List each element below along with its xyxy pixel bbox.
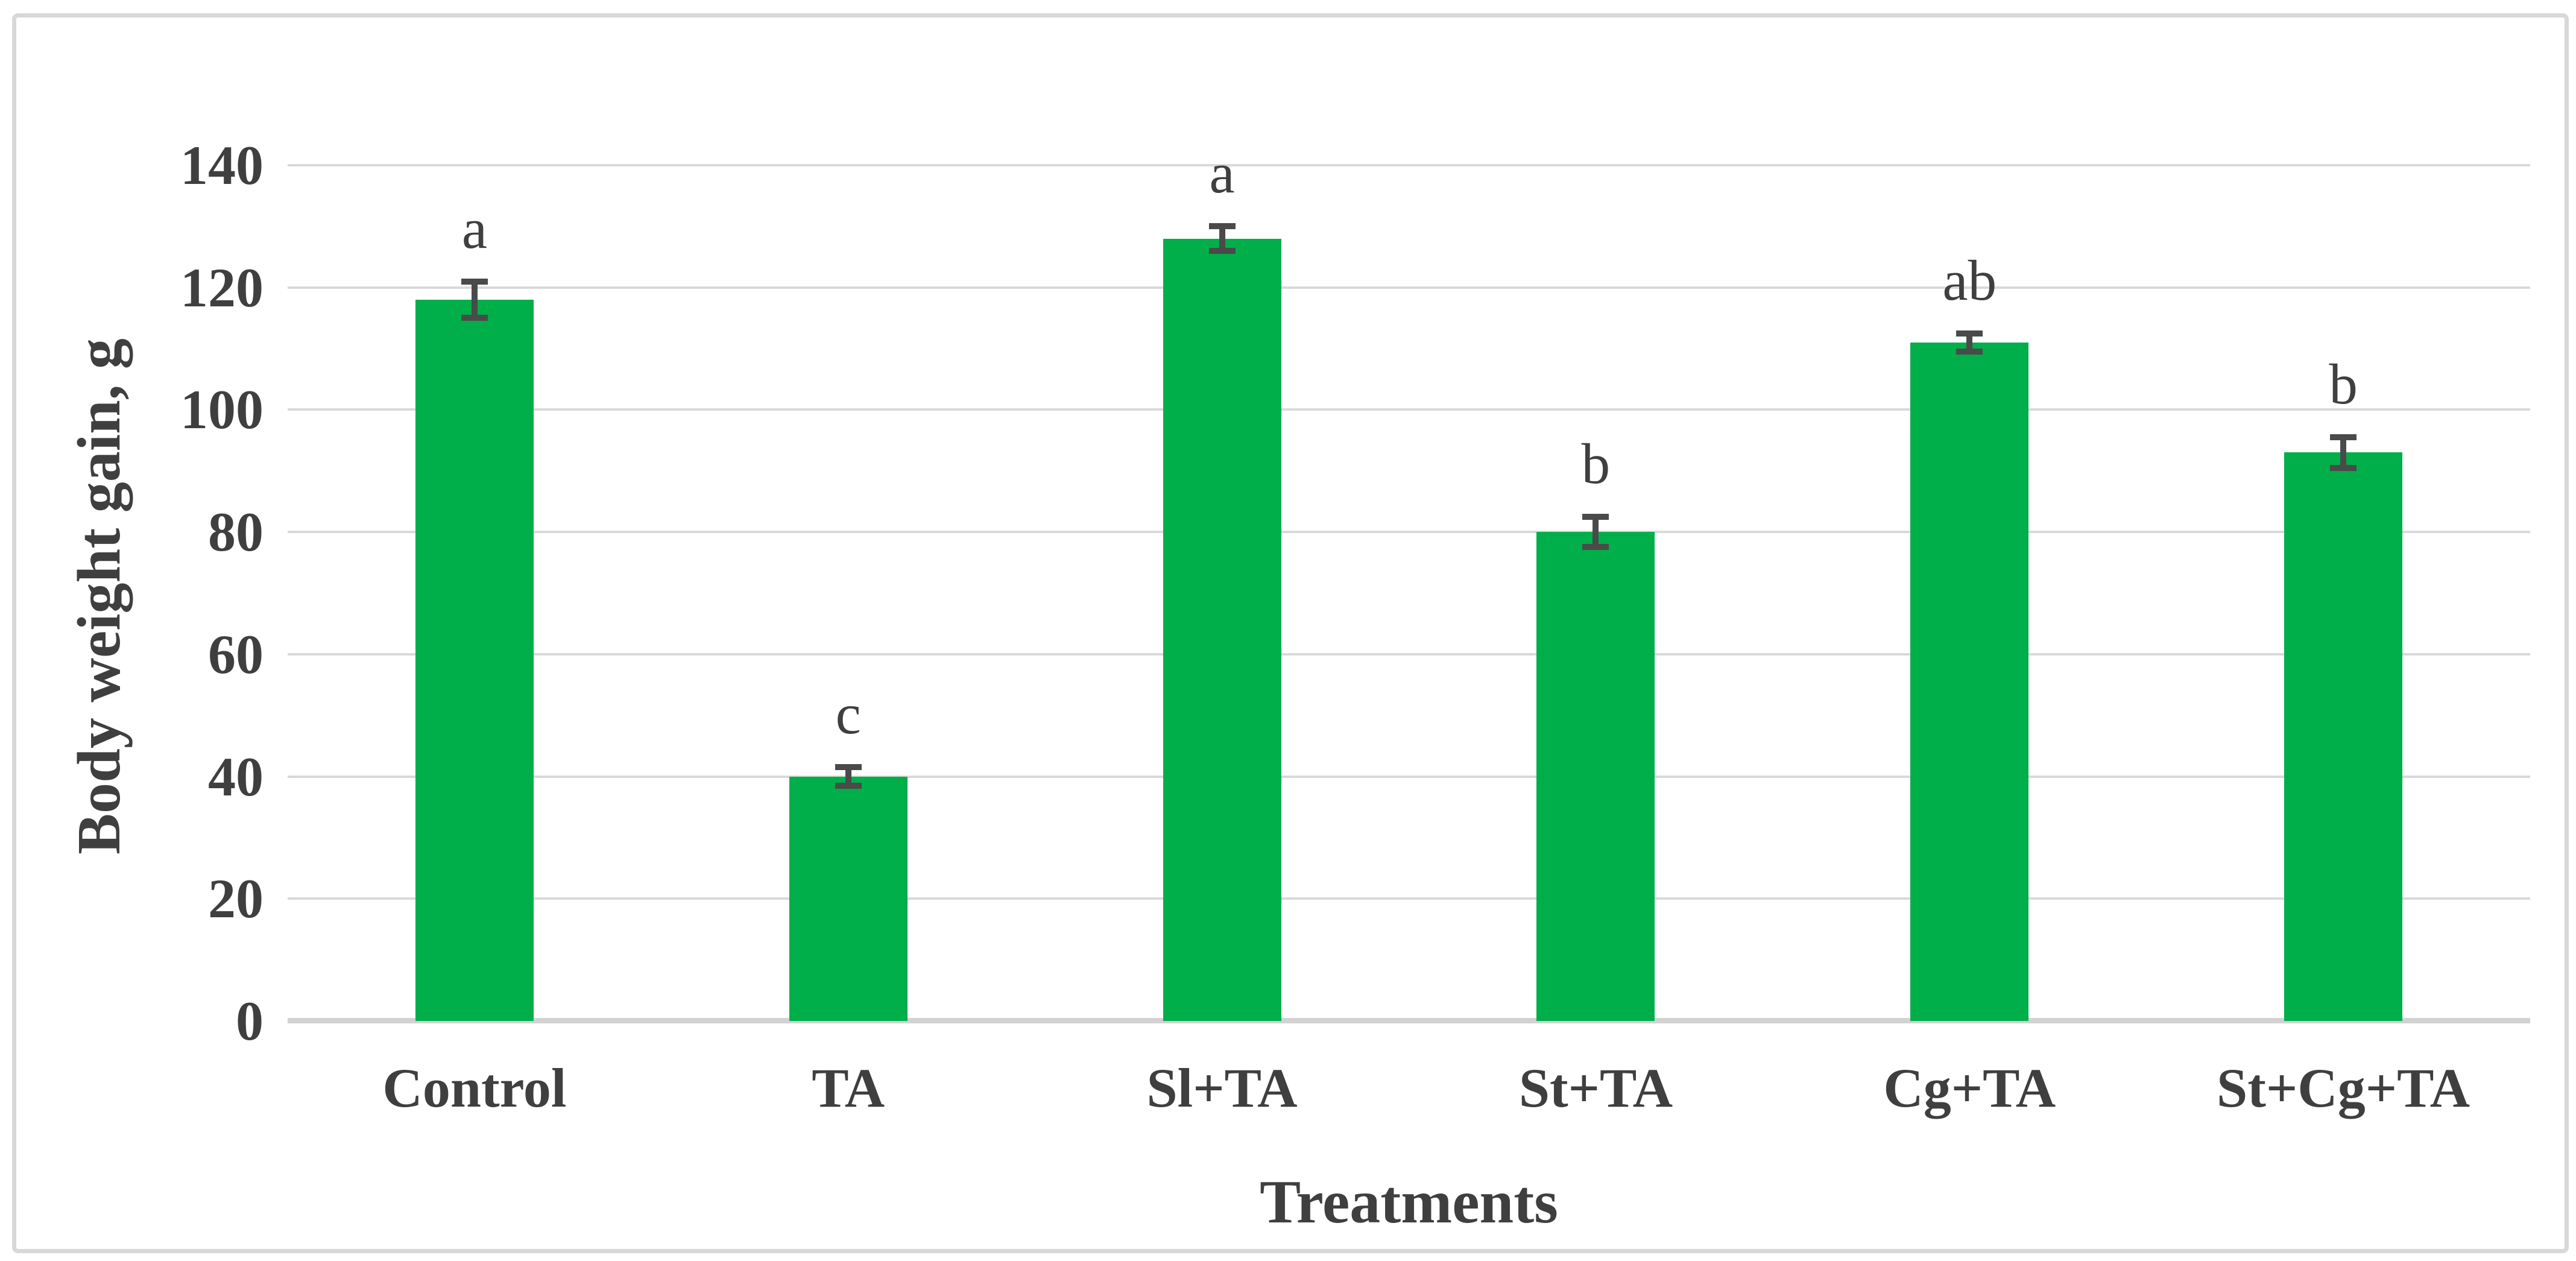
x-tick-label-st-ta: St+TA: [1518, 1057, 1673, 1119]
y-tick-label-120: 120: [180, 256, 264, 318]
bar-st-cg-ta: [2284, 452, 2403, 1021]
y-tick-label-60: 60: [208, 623, 264, 685]
significance-letter-st-cg-ta: b: [2329, 352, 2358, 417]
gridline-140: [288, 164, 2530, 166]
gridline-120: [288, 286, 2530, 289]
error-bar-cap-bottom: [1956, 349, 1983, 355]
gridline-80: [288, 531, 2530, 534]
y-tick-label-100: 100: [180, 379, 264, 441]
x-tick-label-control: Control: [382, 1057, 567, 1119]
gridline-40: [288, 775, 2530, 778]
gridline-60: [288, 653, 2530, 656]
error-bar-st-cg-ta: [2340, 437, 2347, 468]
error-bar-control: [471, 281, 478, 318]
x-tick-label-cg-ta: Cg+TA: [1883, 1057, 2056, 1119]
y-tick-label-0: 0: [236, 990, 264, 1052]
y-tick-label-40: 40: [208, 745, 264, 807]
error-bar-cap-bottom: [1582, 544, 1609, 551]
error-bar-cap-top: [835, 764, 862, 771]
bar-ta: [789, 776, 908, 1021]
plot-area: a c a b ab b: [288, 145, 2530, 1023]
error-bar-sl-ta: [1219, 226, 1225, 251]
gridline-100: [288, 408, 2530, 411]
error-bar-cap-top: [1208, 223, 1236, 230]
error-bar-cap-bottom: [2330, 464, 2357, 471]
significance-letter-ta: c: [835, 682, 861, 747]
error-bar-cap-bottom: [835, 782, 862, 789]
x-axis-line: [288, 1018, 2530, 1023]
significance-letter-sl-ta: a: [1209, 141, 1235, 206]
error-bar-st-ta: [1593, 516, 1599, 548]
error-bar-cap-bottom: [461, 315, 488, 321]
error-bar-cap-top: [1582, 513, 1609, 520]
gridline-20: [288, 897, 2530, 900]
significance-letter-st-ta: b: [1581, 431, 1611, 496]
x-axis-title: Treatments: [1260, 1168, 1558, 1236]
y-tick-label-140: 140: [180, 134, 264, 196]
bar-control: [415, 300, 534, 1021]
error-bar-cap-bottom: [1208, 247, 1236, 254]
bar-st-ta: [1536, 532, 1655, 1021]
significance-letter-control: a: [461, 196, 487, 261]
error-bar-cap-top: [2330, 434, 2357, 441]
error-bar-cap-top: [1956, 330, 1983, 337]
bar-sl-ta: [1163, 238, 1281, 1021]
x-tick-label-sl-ta: Sl+TA: [1146, 1057, 1298, 1119]
error-bar-cap-top: [461, 278, 488, 285]
x-tick-label-st-cg-ta: St+Cg+TA: [2217, 1057, 2470, 1119]
error-bar-ta: [845, 767, 851, 786]
x-tick-label-ta: TA: [812, 1057, 885, 1119]
error-bar-cg-ta: [1966, 333, 1973, 352]
chart-figure: Body weight gain, g Treatments 0 20 40 60 80…: [12, 13, 2569, 1253]
y-tick-label-20: 20: [208, 868, 264, 930]
significance-letter-cg-ta: ab: [1942, 248, 1997, 312]
bar-cg-ta: [1910, 342, 2029, 1021]
y-tick-label-80: 80: [208, 501, 264, 563]
